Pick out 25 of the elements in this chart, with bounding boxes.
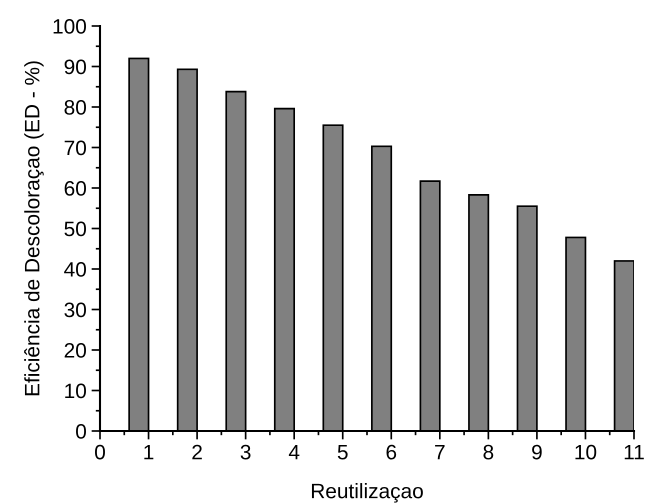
- x-tick-label: 2: [192, 444, 202, 460]
- x-tick-label: 7: [435, 444, 445, 460]
- x-tick-label: 11: [624, 444, 644, 460]
- x-tick-label: 9: [532, 444, 542, 460]
- y-tick-label: 70: [64, 140, 86, 156]
- x-tick-label: 6: [386, 444, 396, 460]
- y-tick-label: 60: [64, 181, 86, 196]
- x-tick-label: 3: [240, 444, 251, 460]
- y-tick-label: 50: [64, 222, 86, 236]
- y-tick-label: 90: [64, 60, 86, 74]
- y-tick-label: 40: [64, 262, 86, 277]
- y-tick-label: 100: [54, 19, 86, 34]
- y-tick-label: 20: [64, 343, 86, 358]
- x-tick-label: 4: [288, 444, 300, 460]
- x-tick-label: 1: [144, 444, 154, 460]
- x-tick-label: 5: [338, 444, 348, 460]
- y-tick-label: 10: [65, 384, 86, 398]
- x-tick-label: 10: [575, 444, 596, 460]
- y-tick-label: 30: [64, 302, 86, 318]
- x-axis-title: Reutilizaçao: [312, 483, 423, 503]
- x-tick-label: 0: [95, 444, 105, 460]
- x-tick-label: 8: [483, 444, 494, 460]
- y-tick-label: 80: [64, 100, 86, 115]
- y-tick-label: 0: [76, 424, 86, 439]
- y-axis-title: Eficiência de Descoloraçao (ED - %): [24, 61, 44, 396]
